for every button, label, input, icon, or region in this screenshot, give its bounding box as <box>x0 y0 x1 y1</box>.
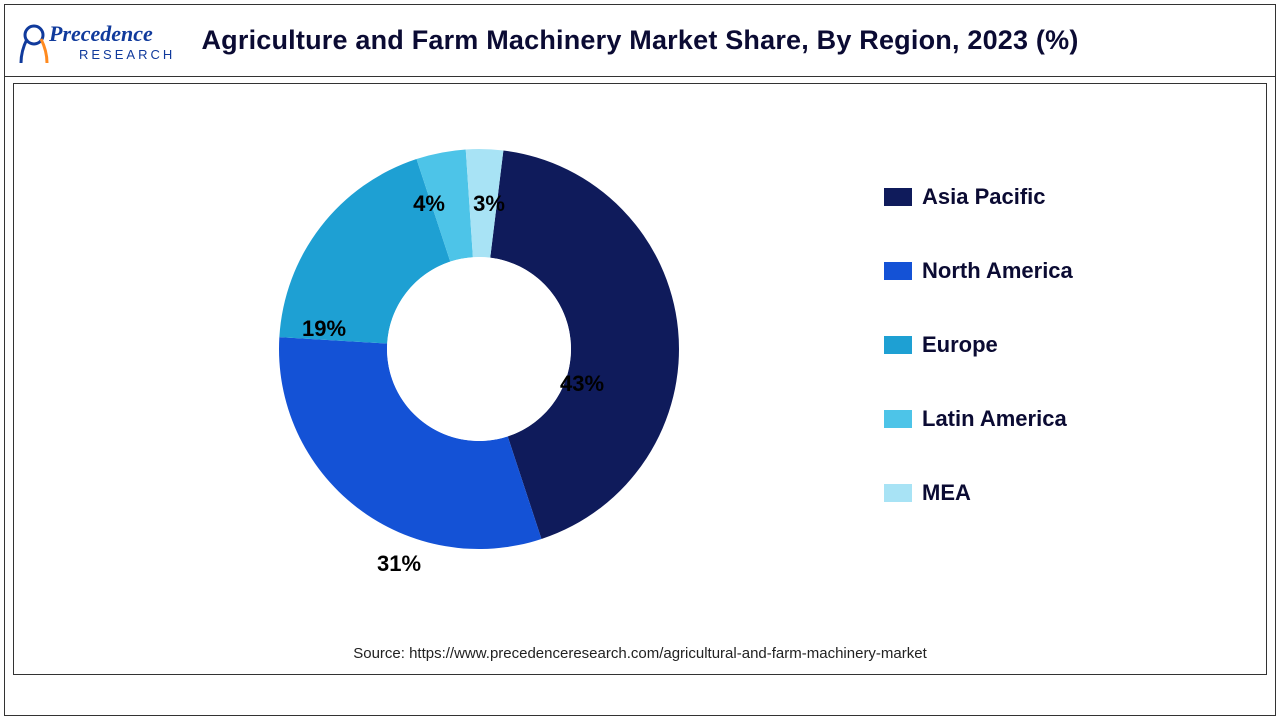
legend-label: MEA <box>922 480 971 506</box>
legend-swatch <box>884 336 912 354</box>
percent-label: 43% <box>560 371 604 397</box>
brand-logo: Precedence RESEARCH <box>19 11 189 71</box>
percent-label: 19% <box>302 316 346 342</box>
legend-swatch <box>884 188 912 206</box>
percent-label: 4% <box>413 191 445 217</box>
legend-label: Europe <box>922 332 998 358</box>
legend-item: Asia Pacific <box>884 184 1204 210</box>
legend-label: Latin America <box>922 406 1067 432</box>
legend-swatch <box>884 410 912 428</box>
legend-item: Latin America <box>884 406 1204 432</box>
legend-label: North America <box>922 258 1073 284</box>
outer-frame: Precedence RESEARCH Agriculture and Farm… <box>4 4 1276 716</box>
legend-item: Europe <box>884 332 1204 358</box>
legend-item: MEA <box>884 480 1204 506</box>
percent-label: 31% <box>377 551 421 577</box>
header-row: Precedence RESEARCH Agriculture and Farm… <box>5 5 1275 77</box>
precedence-logo: Precedence RESEARCH <box>19 11 189 71</box>
legend-item: North America <box>884 258 1204 284</box>
legend-swatch <box>884 484 912 502</box>
source-text: Source: https://www.precedenceresearch.c… <box>14 645 1266 662</box>
legend-label: Asia Pacific <box>922 184 1046 210</box>
legend-swatch <box>884 262 912 280</box>
legend: Asia Pacific North America Europe Latin Ame… <box>884 184 1204 506</box>
percent-label: 3% <box>473 191 505 217</box>
chart-title: Agriculture and Farm Machinery Market Sh… <box>5 25 1275 56</box>
chart-area: 43% 31% 19% 4% 3% Asia Pacific North America E… <box>13 83 1267 675</box>
svg-text:RESEARCH: RESEARCH <box>79 47 175 62</box>
svg-text:Precedence: Precedence <box>48 21 153 46</box>
